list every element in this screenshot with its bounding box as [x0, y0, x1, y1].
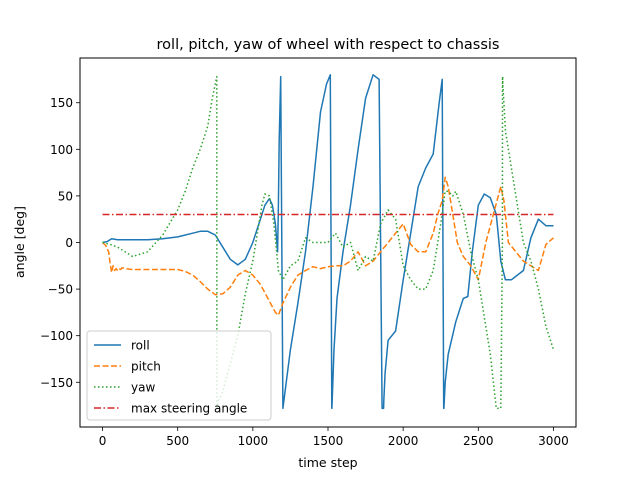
x-tick-label: 1000: [238, 434, 269, 448]
x-tick-label: 2000: [388, 434, 419, 448]
y-tick-label: 50: [58, 189, 73, 203]
series-line-yaw: [102, 75, 555, 410]
x-tick-label: 1500: [313, 434, 344, 448]
y-axis-label: angle [deg]: [12, 206, 27, 278]
x-tick-label: 500: [166, 434, 189, 448]
chart-title: roll, pitch, yaw of wheel with respect t…: [157, 37, 500, 53]
x-axis-label: time step: [298, 455, 357, 470]
y-tick-label: −50: [48, 283, 73, 297]
y-tick-label: 100: [50, 143, 73, 157]
axes-group: 0 500 1000 1500 2000 2500 3000 −150 −100 −50 0 50 10…: [40, 96, 569, 448]
legend-label: max steering angle: [131, 402, 247, 416]
y-tick-label: −150: [40, 376, 73, 390]
x-tick-label: 2500: [463, 434, 494, 448]
series-group: [101, 74, 555, 410]
y-tick-label: −100: [40, 329, 73, 343]
y-tick-label: 150: [50, 96, 73, 110]
legend-box: [86, 330, 272, 421]
legend-label: yaw: [131, 381, 155, 395]
series-line-pitch: [101, 176, 554, 316]
plot-frame: [79, 57, 577, 428]
legend-label: roll: [131, 339, 150, 353]
x-tick-label: 0: [99, 434, 107, 448]
legend-label: pitch: [131, 360, 161, 374]
legend: roll pitch yaw max steering angle: [86, 330, 272, 421]
series-line-roll: [102, 74, 554, 410]
x-tick-label: 3000: [538, 434, 569, 448]
y-tick-label: 0: [65, 236, 73, 250]
